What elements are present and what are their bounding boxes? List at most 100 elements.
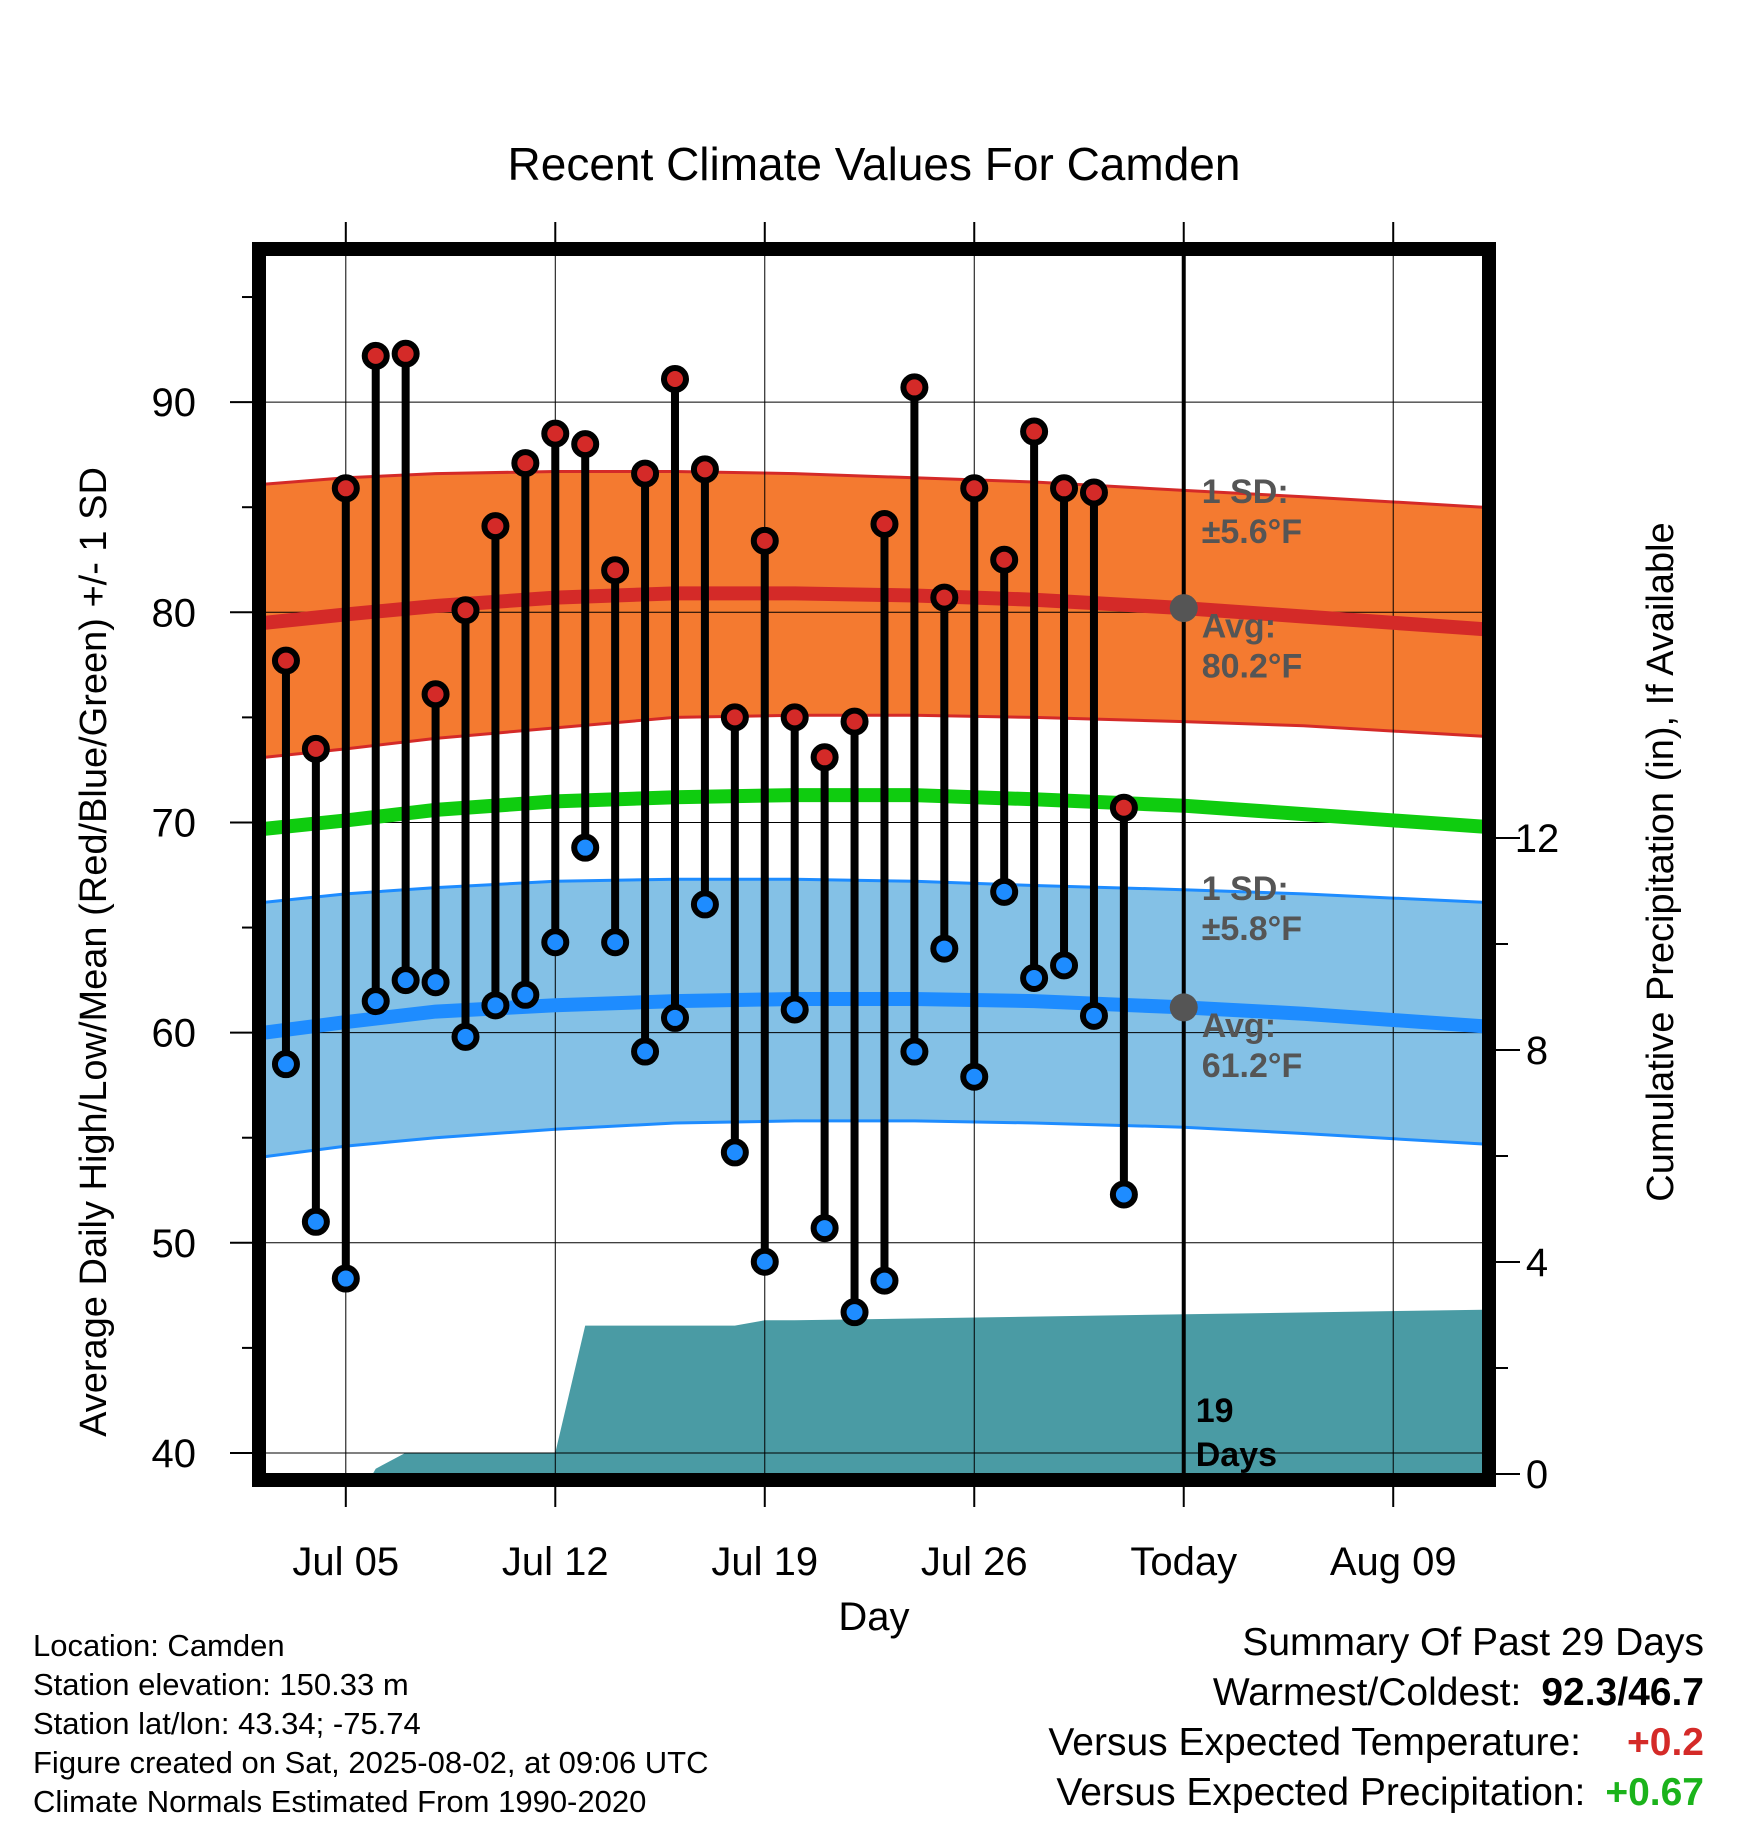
daily-high-point [990, 545, 1019, 574]
daily-high-point [511, 449, 540, 478]
days-since-precip-number: 19 [1196, 1392, 1234, 1430]
plot-frame [252, 242, 1496, 1487]
x-tick-label: Jul 12 [502, 1540, 609, 1584]
x-tick-label: Jul 19 [711, 1540, 818, 1584]
left-tick-label: 50 [152, 1222, 197, 1266]
daily-low-point [361, 987, 390, 1016]
daily-high-point [960, 474, 989, 503]
annotation-low-avg-line1: Avg: [1202, 1007, 1276, 1045]
daily-low-point [840, 1298, 869, 1327]
daily-low-point [900, 1037, 929, 1066]
x-tick-label: Today [1130, 1540, 1237, 1584]
annotation-high-sd-line2: ±5.6°F [1202, 513, 1302, 551]
summary-warm-cold: Warmest/Coldest: 92.3/46.7 [1213, 1668, 1704, 1718]
daily-low-point [391, 966, 420, 995]
daily-high-point [1050, 474, 1079, 503]
left-tick-label: 90 [152, 381, 197, 425]
daily-low-point [421, 968, 450, 997]
daily-low-point [631, 1037, 660, 1066]
x-tick-label: Aug 09 [1330, 1540, 1457, 1584]
y-axis-label-left: Average Daily High/Low/Mean (Red/Blue/Gr… [73, 467, 115, 1437]
daily-high-point [900, 373, 929, 402]
x-axis-label: Day [838, 1595, 909, 1639]
daily-high-point [870, 510, 899, 539]
annotation-low-sd-line1: 1 SD: [1202, 870, 1289, 908]
annotation-high-avg-line2: 80.2°F [1202, 648, 1303, 686]
daily-high-point [780, 703, 809, 732]
daily-high-point [541, 419, 570, 448]
right-tick-label: 4 [1526, 1241, 1548, 1285]
daily-high-point [750, 526, 779, 555]
y-axis-label-right: Cumulative Precipitation (in), If Availa… [1640, 522, 1682, 1201]
daily-low-point [331, 1264, 360, 1293]
daily-low-point [481, 991, 510, 1020]
daily-high-point [810, 743, 839, 772]
daily-high-point [271, 646, 300, 675]
annotation-high-sd-line1: 1 SD: [1202, 473, 1289, 511]
daily-high-point [391, 339, 420, 368]
right-tick-label: 8 [1526, 1029, 1548, 1073]
daily-low-point [990, 877, 1019, 906]
left-tick-label: 80 [152, 591, 197, 635]
days-since-precip-label: Days [1196, 1436, 1277, 1474]
footer-created: Figure created on Sat, 2025-08-02, at 09… [33, 1745, 709, 1780]
summary-temp-label: Versus Expected Temperature: [1048, 1721, 1581, 1764]
daily-high-point [361, 341, 390, 370]
daily-high-point [720, 703, 749, 732]
normal-mean-line [265, 788, 1483, 836]
daily-low-point [660, 1003, 689, 1032]
daily-low-point [451, 1022, 480, 1051]
daily-high-point [660, 365, 689, 394]
summary-temp: Versus Expected Temperature: +0.2 [1048, 1718, 1704, 1768]
precip-area [265, 1309, 1483, 1474]
daily-low-point [720, 1138, 749, 1167]
normal-high-band [265, 471, 1483, 758]
daily-high-point [421, 680, 450, 709]
daily-low-point [301, 1207, 330, 1236]
normal-low-band [265, 879, 1483, 1157]
summary-temp-value: +0.2 [1627, 1721, 1704, 1764]
footer-elevation: Station elevation: 150.33 m [33, 1667, 409, 1702]
daily-low-point [601, 928, 630, 957]
daily-high-point [601, 556, 630, 585]
plot-clipped-group [265, 255, 1483, 1474]
summary-precip: Versus Expected Precipitation: +0.67 [1056, 1768, 1704, 1818]
footer-normals: Climate Normals Estimated From 1990-2020 [33, 1784, 647, 1819]
low-avg-marker [1169, 993, 1198, 1022]
high-avg-marker [1169, 594, 1198, 623]
summary-precip-value: +0.67 [1605, 1771, 1704, 1814]
daily-high-point [840, 707, 869, 736]
left-tick-label: 60 [152, 1012, 197, 1056]
daily-low-point [1079, 1001, 1108, 1030]
daily-high-point [690, 455, 719, 484]
daily-low-point [810, 1214, 839, 1243]
summary-title: Summary Of Past 29 Days [1242, 1621, 1704, 1664]
daily-high-point [631, 459, 660, 488]
daily-low-point [1050, 951, 1079, 980]
x-tick-label: Jul 05 [292, 1540, 399, 1584]
daily-low-point [511, 980, 540, 1009]
daily-low-point [271, 1050, 300, 1079]
right-tick-label: 0 [1526, 1453, 1548, 1497]
daily-low-point [780, 995, 809, 1024]
daily-high-point [451, 596, 480, 625]
annotation-low-sd-line2: ±5.8°F [1202, 910, 1302, 948]
daily-low-point [541, 928, 570, 957]
daily-high-point [571, 430, 600, 459]
normal-low-lower-line [265, 1119, 1483, 1159]
x-tick-label: Jul 26 [921, 1540, 1028, 1584]
left-tick-label: 70 [152, 801, 197, 845]
daily-high-point [301, 734, 330, 763]
daily-low-point [960, 1062, 989, 1091]
daily-low-point [930, 934, 959, 963]
daily-high-point [930, 583, 959, 612]
daily-low-point [1020, 963, 1049, 992]
summary-warm-cold-label: Warmest/Coldest: [1212, 1671, 1522, 1714]
daily-low-point [1109, 1180, 1138, 1209]
right-tick-label: 12 [1515, 817, 1560, 861]
annotation-low-avg-line2: 61.2°F [1202, 1047, 1303, 1085]
daily-low-point [571, 833, 600, 862]
daily-low-point [690, 890, 719, 919]
